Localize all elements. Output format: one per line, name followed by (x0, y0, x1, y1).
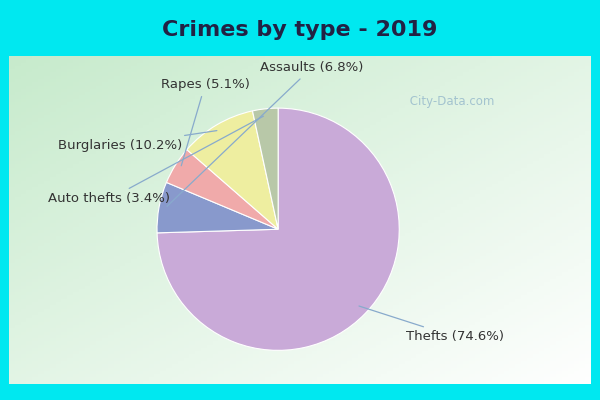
Text: Burglaries (10.2%): Burglaries (10.2%) (58, 131, 217, 152)
Wedge shape (166, 150, 278, 229)
Wedge shape (253, 108, 278, 229)
Wedge shape (187, 111, 278, 229)
Text: Thefts (74.6%): Thefts (74.6%) (359, 306, 504, 344)
Text: Auto thefts (3.4%): Auto thefts (3.4%) (49, 116, 263, 206)
Wedge shape (157, 182, 278, 233)
Text: Assaults (6.8%): Assaults (6.8%) (167, 61, 364, 206)
Text: Crimes by type - 2019: Crimes by type - 2019 (163, 20, 437, 40)
Text: City-Data.com: City-Data.com (406, 95, 494, 108)
Wedge shape (157, 108, 399, 350)
Text: Rapes (5.1%): Rapes (5.1%) (161, 78, 250, 166)
